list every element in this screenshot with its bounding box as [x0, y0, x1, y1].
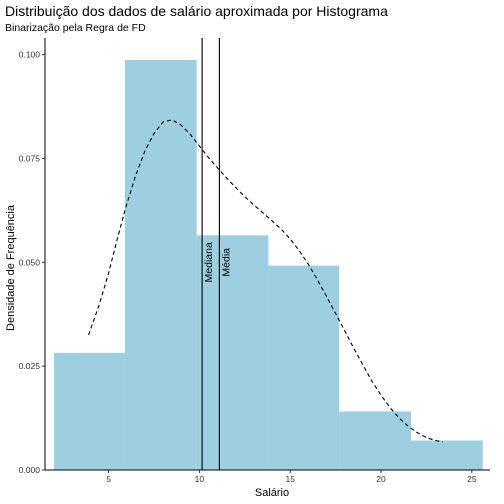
- chart-subtitle: Binarização pela Regra de FD: [5, 22, 146, 34]
- histogram-bar-5: [339, 411, 411, 470]
- y-tick-label: 0.075: [19, 153, 41, 163]
- y-tick-label: 0.025: [19, 361, 41, 371]
- x-tick-label: 20: [376, 474, 386, 484]
- density-curve-group: [88, 119, 443, 443]
- histogram-bar-2: [124, 60, 197, 471]
- histogram-bar-4: [268, 265, 340, 470]
- density-curve: [88, 119, 443, 443]
- y-tick-label: 0.050: [19, 257, 41, 267]
- reference-lines: Mediana Média: [201, 38, 232, 470]
- histogram-bar-6: [410, 440, 483, 470]
- histogram-bars: [54, 60, 483, 471]
- histogram-bar-1: [54, 352, 125, 470]
- y-tick-label: 0.100: [19, 50, 41, 60]
- axes: 5 10 15 20 25 0.000 0.025 0.050 0.075 0.100: [19, 38, 490, 484]
- y-axis-title: Densidade de Frequência: [5, 204, 17, 331]
- x-tick-label: 15: [285, 474, 295, 484]
- histogram-bar-3: [196, 235, 269, 470]
- x-axis-title: Salário: [255, 487, 289, 499]
- x-tick-label: 10: [195, 474, 205, 484]
- x-tick-label: 5: [106, 474, 111, 484]
- x-tick-label: 25: [467, 474, 477, 484]
- vline-label-2: Média: [220, 248, 232, 277]
- vline-label-1: Mediana: [203, 242, 215, 282]
- y-tick-label: 0.000: [19, 465, 41, 475]
- chart-title: Distribuição dos dados de salário aproxi…: [5, 3, 388, 19]
